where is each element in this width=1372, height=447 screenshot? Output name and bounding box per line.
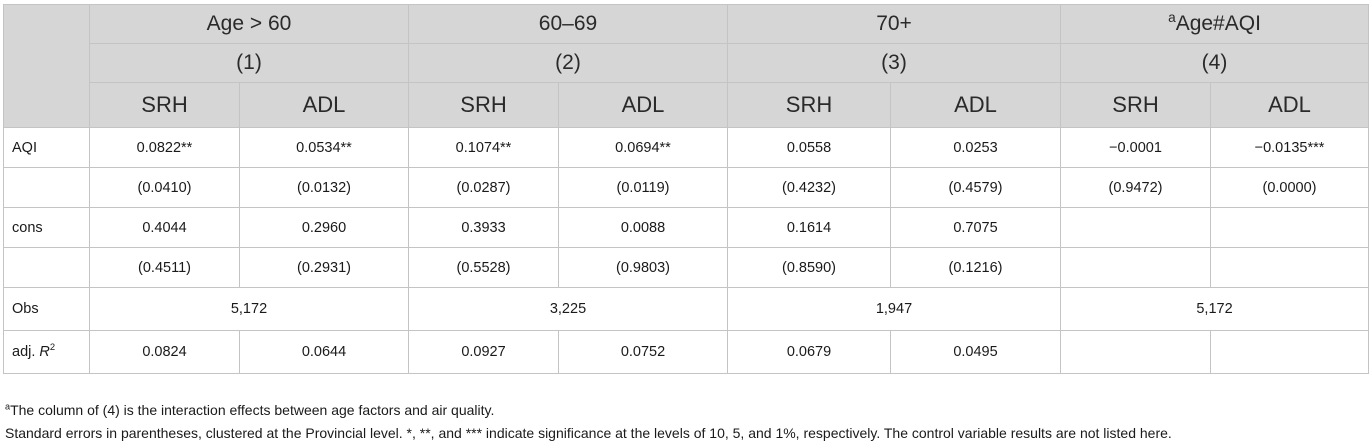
footnote-marker: a <box>5 401 11 412</box>
subheader-cell: SRH <box>408 82 559 128</box>
table-cell: 0.0824 <box>89 330 240 374</box>
header-row-numbers: (1) (2) (3) (4) <box>4 43 1370 83</box>
table-cell: 0.0253 <box>890 127 1061 168</box>
table-cell: 0.0495 <box>890 330 1061 374</box>
row-label-adj-r2: adj. R2 <box>3 330 90 374</box>
table-cell: 0.0534** <box>239 127 409 168</box>
table-cell: (0.2931) <box>239 247 409 288</box>
row-aqi: AQI 0.0822** 0.0534** 0.1074** 0.0694** … <box>3 127 1370 168</box>
subheader-cell: SRH <box>1060 82 1211 128</box>
table-cell: (0.4579) <box>890 167 1061 208</box>
header-row-titles: Age > 60 60–69 70+ aAge#AQI <box>3 4 1370 128</box>
footnote-interaction-text: The column of (4) is the interaction eff… <box>10 402 495 418</box>
table-cell: −0.0001 <box>1060 127 1211 168</box>
table-cell: 0.0927 <box>408 330 559 374</box>
row-cons-standard-errors: (0.4511) (0.2931) (0.5528) (0.9803) (0.8… <box>3 247 1370 288</box>
table-cell: 0.0558 <box>727 127 891 168</box>
row-label-empty <box>3 167 90 208</box>
footnote-interaction: aThe column of (4) is the interaction ef… <box>5 402 494 418</box>
table-cell: 0.7075 <box>890 207 1061 248</box>
obs-cell-1: 5,172 <box>89 287 409 331</box>
table-cell: (0.9803) <box>558 247 728 288</box>
regression-results-table: Age > 60 60–69 70+ aAge#AQI (1) (2) (3) … <box>3 4 1370 374</box>
table-cell: (0.0132) <box>239 167 409 208</box>
row-label-cons: cons <box>3 207 90 248</box>
table-cell: (0.5528) <box>408 247 559 288</box>
adj-r2-variable: R <box>39 344 50 360</box>
table-cell: (0.9472) <box>1060 167 1211 208</box>
group-title-1: Age > 60 <box>89 4 409 44</box>
group-number-4: (4) <box>1059 43 1370 83</box>
table-cell: (0.0119) <box>558 167 728 208</box>
subheader-cell: ADL <box>1209 82 1370 128</box>
group-number-2: (2) <box>408 43 728 83</box>
table-cell: (0.0000) <box>1209 167 1370 208</box>
subheader-cell: SRH <box>727 82 891 128</box>
row-obs: Obs 5,172 3,225 1,947 5,172 <box>3 287 1370 331</box>
group-number-1: (1) <box>89 43 409 83</box>
header-row-variables: SRH ADL SRH ADL SRH ADL SRH ADL <box>4 82 1370 128</box>
obs-cell-2: 3,225 <box>408 287 728 331</box>
footnote-standard-errors: Standard errors in parentheses, clustere… <box>5 425 1172 441</box>
table-cell: (0.1216) <box>890 247 1061 288</box>
stub-header-cell <box>3 4 90 128</box>
table-cell: 0.0679 <box>727 330 891 374</box>
table-cell: 0.0088 <box>558 207 728 248</box>
table-cell: 0.2960 <box>239 207 409 248</box>
group-title-3: 70+ <box>727 4 1061 44</box>
table-cell <box>1209 207 1370 248</box>
table-cell <box>1060 207 1211 248</box>
obs-cell-3: 1,947 <box>727 287 1061 331</box>
table-cell: 0.4044 <box>89 207 240 248</box>
group-title-2: 60–69 <box>408 4 728 44</box>
table-cell: 0.1614 <box>727 207 891 248</box>
row-adj-r2: adj. R2 0.0824 0.0644 0.0927 0.0752 0.06… <box>3 330 1370 374</box>
table-cell: 0.1074** <box>408 127 559 168</box>
table-cell <box>1209 330 1370 374</box>
subheader-cell: ADL <box>239 82 409 128</box>
obs-cell-4: 5,172 <box>1059 287 1370 331</box>
row-label-empty <box>3 247 90 288</box>
subheader-cell: SRH <box>89 82 240 128</box>
table-cell: 0.0752 <box>558 330 728 374</box>
row-cons: cons 0.4044 0.2960 0.3933 0.0088 0.1614 … <box>3 207 1370 248</box>
adj-r2-prefix: adj. <box>12 344 40 360</box>
table-cell: 0.0694** <box>558 127 728 168</box>
table-cell: 0.0822** <box>89 127 240 168</box>
row-aqi-standard-errors: (0.0410) (0.0132) (0.0287) (0.0119) (0.4… <box>3 167 1370 208</box>
table-cell: (0.8590) <box>727 247 891 288</box>
row-label-obs: Obs <box>3 287 90 331</box>
subheader-cell: ADL <box>558 82 728 128</box>
table-cell <box>1209 247 1370 288</box>
table-cell: (0.0410) <box>89 167 240 208</box>
group-title-4-text: Age#AQI <box>1175 12 1261 35</box>
table-cell: (0.4511) <box>89 247 240 288</box>
table-cell: (0.4232) <box>727 167 891 208</box>
subheader-cell: ADL <box>890 82 1061 128</box>
group-number-3: (3) <box>727 43 1061 83</box>
table-cell <box>1060 330 1211 374</box>
group-title-4-superscript: a <box>1168 10 1176 25</box>
adj-r2-exponent: 2 <box>49 341 56 353</box>
table-cell: 0.3933 <box>408 207 559 248</box>
table-cell <box>1060 247 1211 288</box>
row-label-aqi: AQI <box>3 127 90 168</box>
table-cell: 0.0644 <box>239 330 409 374</box>
table-cell: −0.0135*** <box>1209 127 1370 168</box>
table-cell: (0.0287) <box>408 167 559 208</box>
group-title-4: aAge#AQI <box>1059 4 1370 44</box>
